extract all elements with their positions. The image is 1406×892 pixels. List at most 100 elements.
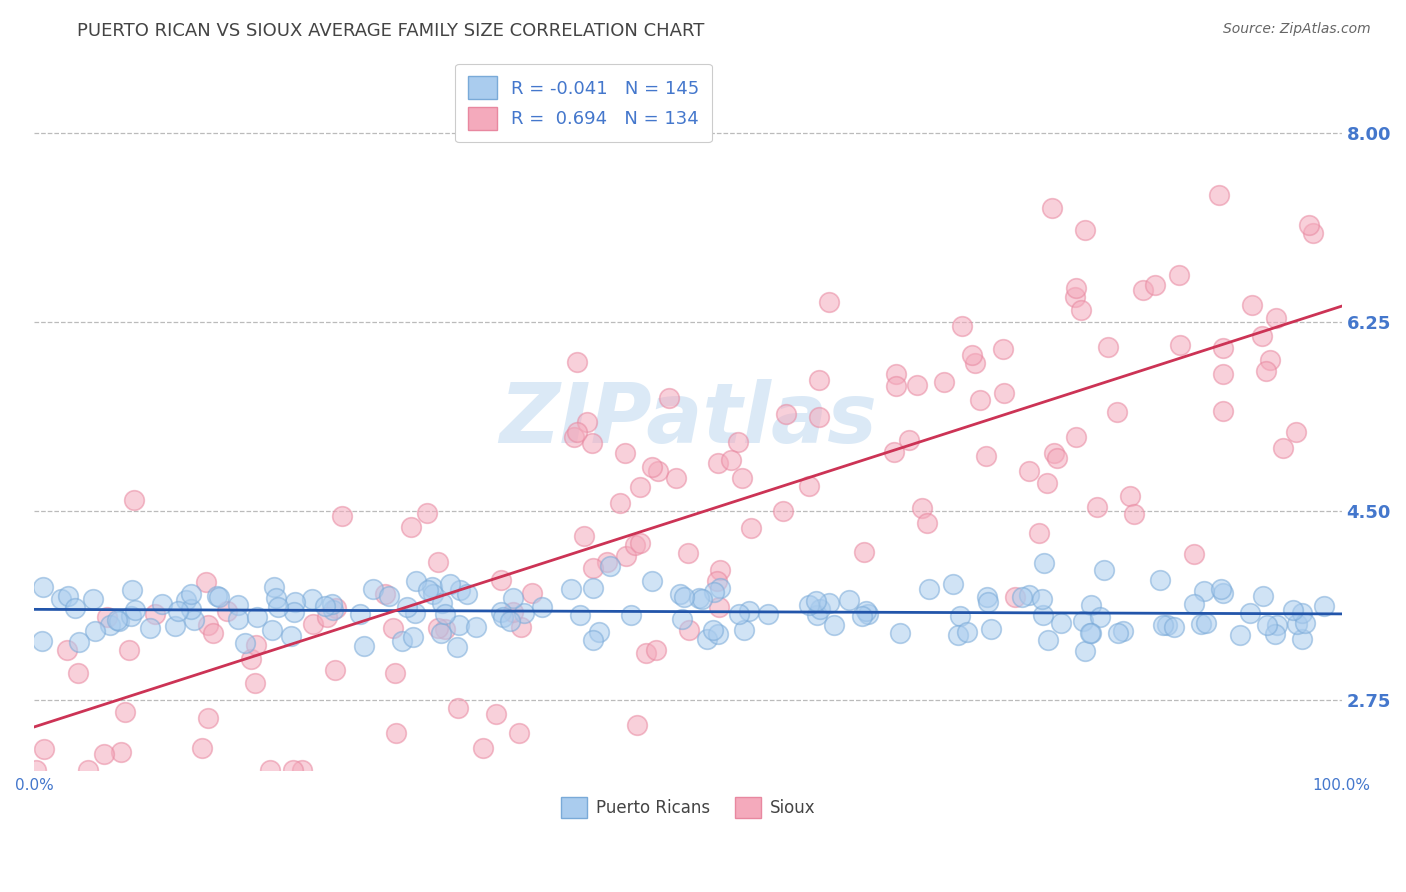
Point xyxy=(522,585,544,599)
Point xyxy=(669,587,692,601)
Point xyxy=(1071,614,1094,628)
Point xyxy=(950,319,973,334)
Point xyxy=(1085,500,1108,514)
Point xyxy=(804,594,827,608)
Point xyxy=(582,632,605,647)
Point xyxy=(1119,489,1142,503)
Point xyxy=(301,592,323,607)
Point xyxy=(619,607,641,622)
Point xyxy=(1097,340,1119,354)
Point xyxy=(391,634,413,648)
Point xyxy=(884,379,907,393)
Point xyxy=(1004,590,1026,604)
Point xyxy=(433,622,456,636)
Point xyxy=(167,604,190,618)
Point xyxy=(889,625,911,640)
Point xyxy=(378,589,401,603)
Point xyxy=(1281,603,1303,617)
Point xyxy=(197,618,219,632)
Point xyxy=(381,621,404,635)
Point xyxy=(361,582,384,596)
Point xyxy=(702,623,724,637)
Point xyxy=(385,726,408,740)
Point xyxy=(447,701,470,715)
Point xyxy=(56,643,79,657)
Point xyxy=(974,450,997,464)
Point xyxy=(1032,608,1054,623)
Point xyxy=(374,587,396,601)
Point xyxy=(226,612,249,626)
Point xyxy=(1212,404,1234,418)
Point xyxy=(707,600,730,615)
Point xyxy=(1313,599,1336,614)
Point xyxy=(1265,311,1288,326)
Point xyxy=(709,581,731,595)
Point xyxy=(977,595,1000,609)
Point xyxy=(1272,441,1295,455)
Point xyxy=(430,595,453,609)
Point xyxy=(513,606,536,620)
Point xyxy=(399,520,422,534)
Point xyxy=(1090,610,1112,624)
Point xyxy=(114,705,136,719)
Point xyxy=(628,536,651,550)
Point xyxy=(197,711,219,725)
Point xyxy=(267,600,290,615)
Text: PUERTO RICAN VS SIOUX AVERAGE FAMILY SIZE CORRELATION CHART: PUERTO RICAN VS SIOUX AVERAGE FAMILY SIZ… xyxy=(77,22,704,40)
Point xyxy=(1046,450,1069,465)
Point xyxy=(575,415,598,429)
Point xyxy=(1291,632,1313,646)
Point xyxy=(808,374,831,388)
Point xyxy=(797,479,820,493)
Point xyxy=(259,763,281,777)
Point xyxy=(696,632,718,646)
Point xyxy=(634,646,657,660)
Point xyxy=(641,459,664,474)
Point xyxy=(124,603,146,617)
Point xyxy=(67,634,90,648)
Point xyxy=(330,508,353,523)
Point xyxy=(239,652,262,666)
Point xyxy=(1170,338,1192,352)
Point xyxy=(969,392,991,407)
Point xyxy=(283,605,305,619)
Point xyxy=(314,599,336,613)
Point xyxy=(32,580,55,594)
Point xyxy=(245,676,267,690)
Point xyxy=(284,594,307,608)
Point xyxy=(560,582,582,596)
Point xyxy=(1251,589,1274,603)
Point xyxy=(1092,563,1115,577)
Point xyxy=(993,342,1015,356)
Point xyxy=(117,643,139,657)
Point xyxy=(676,546,699,560)
Point xyxy=(1239,607,1261,621)
Point xyxy=(427,621,450,635)
Point xyxy=(502,591,524,605)
Point xyxy=(349,607,371,622)
Point xyxy=(671,612,693,626)
Point xyxy=(25,763,48,777)
Point xyxy=(456,587,478,601)
Point xyxy=(562,430,585,444)
Point xyxy=(422,587,444,601)
Point xyxy=(728,607,751,621)
Point xyxy=(641,574,664,588)
Point xyxy=(707,456,730,470)
Point xyxy=(673,590,696,604)
Point xyxy=(32,742,55,756)
Point xyxy=(1107,626,1129,640)
Point xyxy=(626,718,648,732)
Point xyxy=(851,609,873,624)
Point xyxy=(83,591,105,606)
Point xyxy=(855,604,877,618)
Point xyxy=(960,348,983,362)
Point xyxy=(582,561,605,575)
Point xyxy=(706,574,728,589)
Point xyxy=(709,563,731,577)
Point xyxy=(325,663,347,677)
Point xyxy=(1049,616,1071,631)
Point xyxy=(508,725,530,739)
Point xyxy=(1291,607,1313,621)
Point xyxy=(263,580,285,594)
